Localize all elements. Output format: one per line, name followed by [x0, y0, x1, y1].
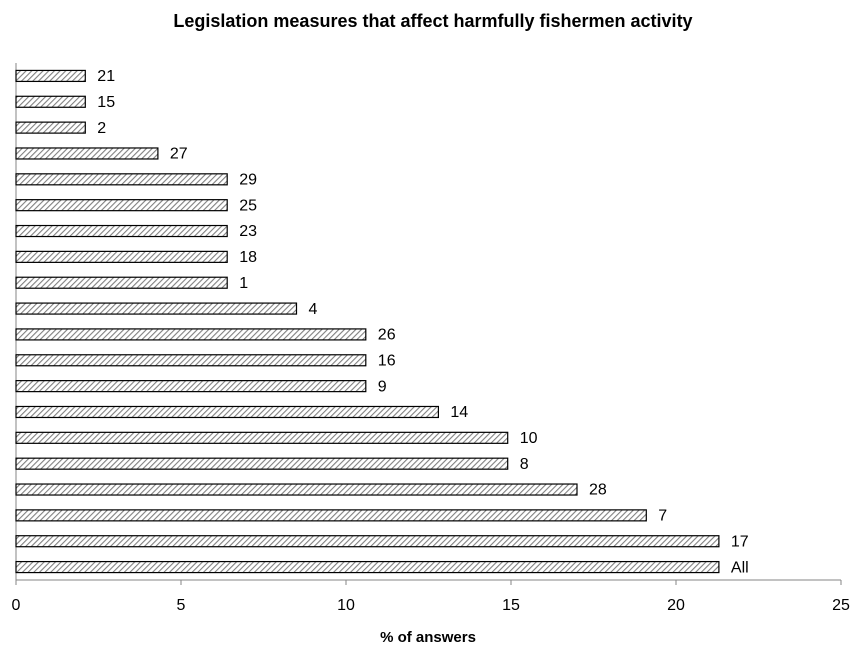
bar	[15, 483, 578, 496]
category-label: 18	[239, 249, 257, 266]
x-tick-label: 10	[337, 597, 355, 614]
bar	[15, 276, 228, 289]
x-axis-title: % of answers	[380, 629, 476, 646]
bar	[15, 560, 720, 574]
chart-title: Legislation measures that affect harmful…	[173, 11, 692, 31]
x-tick-label: 5	[177, 597, 186, 614]
x-tick-label: 25	[832, 597, 850, 614]
category-label: 9	[378, 378, 387, 395]
x-tick-label: 15	[502, 597, 520, 614]
category-label: 14	[450, 404, 468, 421]
bar	[15, 380, 367, 393]
category-label: 27	[170, 146, 188, 163]
bar	[15, 354, 367, 367]
category-label: 26	[378, 327, 396, 344]
bar	[15, 173, 228, 186]
bar	[15, 457, 509, 470]
bar	[15, 431, 509, 444]
bar	[15, 95, 86, 108]
category-label: 15	[97, 94, 115, 111]
bar	[15, 69, 86, 83]
category-label: 7	[658, 508, 667, 525]
category-label: All	[731, 559, 749, 576]
category-label: 2	[97, 120, 106, 137]
bar	[15, 147, 159, 160]
bar	[15, 535, 720, 548]
bar	[15, 250, 228, 263]
category-label: 4	[309, 301, 318, 318]
category-label: 25	[239, 197, 257, 214]
category-label: 23	[239, 223, 257, 240]
bar	[15, 121, 86, 134]
category-label: 16	[378, 352, 396, 369]
bar	[15, 328, 367, 341]
category-label: 17	[731, 533, 749, 550]
category-label: 29	[239, 172, 257, 189]
bar	[15, 199, 228, 212]
category-label: 1	[239, 275, 248, 292]
x-tick-label: 0	[12, 597, 21, 614]
bar	[15, 509, 647, 522]
category-label: 10	[520, 430, 538, 447]
category-label: 8	[520, 456, 529, 473]
bar	[15, 224, 228, 238]
bar	[15, 302, 298, 315]
bar	[15, 405, 439, 419]
x-tick-label: 20	[667, 597, 685, 614]
category-label: 28	[589, 482, 607, 499]
category-label: 21	[97, 68, 115, 85]
